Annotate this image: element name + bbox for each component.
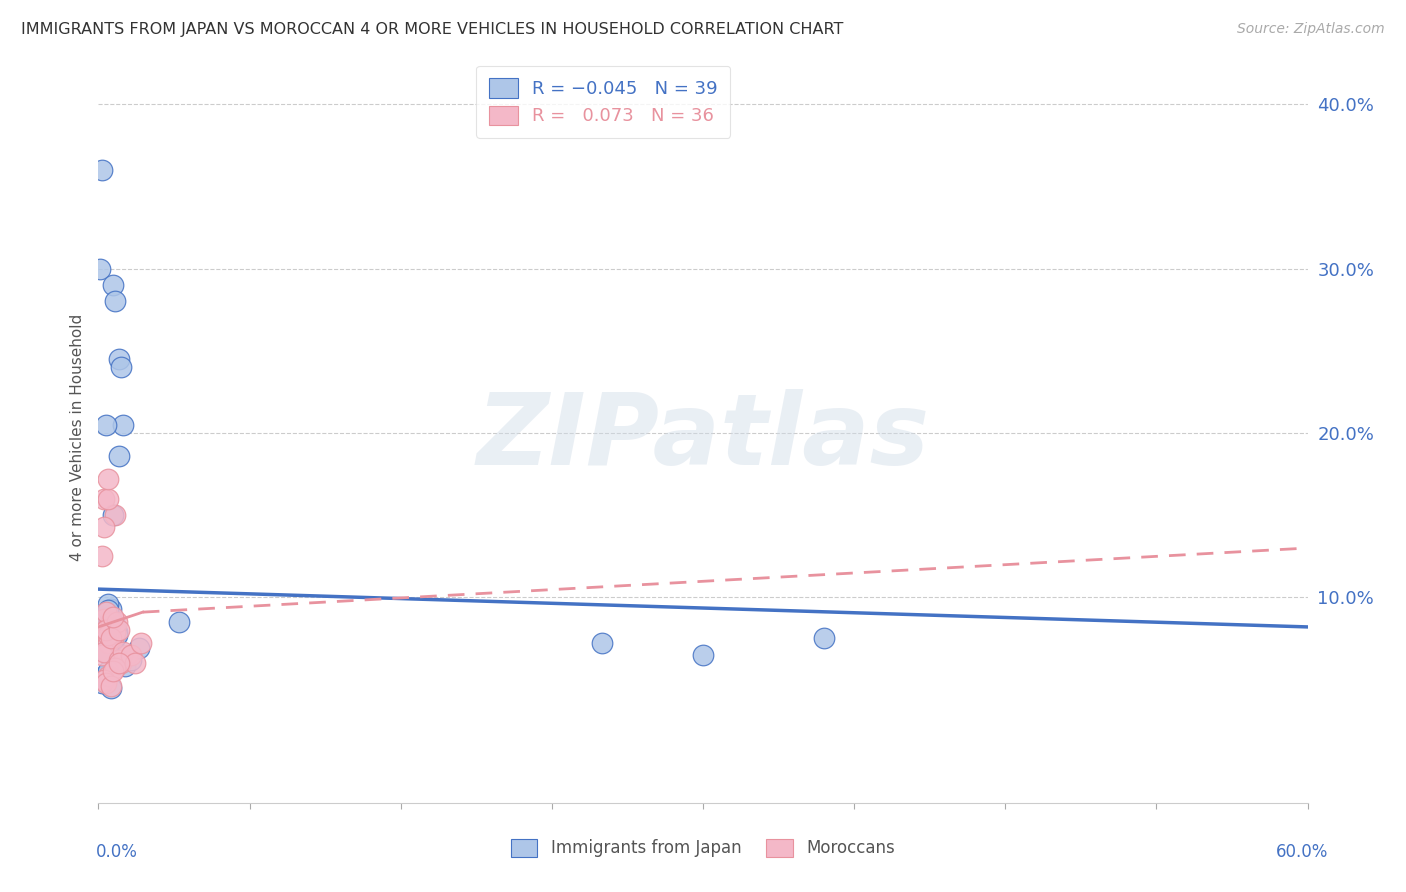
Point (100, 612, 122, 626)
Point (813, 632, 835, 646)
Point (91, 675, 114, 690)
Text: Source: ZipAtlas.com: Source: ZipAtlas.com (1237, 22, 1385, 37)
Point (120, 653, 142, 667)
Point (100, 615, 122, 629)
Point (128, 641, 150, 656)
Point (97, 616, 120, 631)
Point (167, 615, 190, 629)
Point (97, 628, 120, 642)
Point (96, 644, 118, 658)
Point (110, 360, 132, 375)
Point (89, 261, 111, 276)
Point (93, 612, 115, 626)
Point (91, 549, 114, 564)
Point (97, 620, 120, 634)
Point (91, 648, 114, 662)
Point (107, 449, 129, 463)
Point (107, 653, 129, 667)
Point (96, 417, 118, 432)
Point (91, 610, 114, 624)
Point (97, 620, 120, 634)
Point (97, 669, 120, 683)
Y-axis label: 4 or more Vehicles in Household: 4 or more Vehicles in Household (69, 313, 84, 561)
Point (93, 624, 115, 639)
Point (107, 656, 129, 670)
Point (100, 602, 122, 616)
Point (93, 519, 115, 533)
Point (103, 618, 125, 632)
Point (96, 675, 118, 690)
Point (103, 661, 125, 675)
Point (101, 278, 124, 293)
Point (124, 656, 146, 670)
Point (93, 644, 115, 658)
Point (101, 508, 124, 523)
Point (591, 636, 613, 650)
Point (96, 605, 118, 619)
Point (101, 633, 124, 648)
Point (91, 163, 114, 178)
Point (96, 613, 118, 627)
Point (105, 624, 128, 639)
Point (103, 294, 125, 309)
Point (115, 648, 138, 662)
Point (100, 679, 122, 693)
Point (101, 665, 124, 679)
Point (111, 644, 134, 658)
Point (103, 632, 125, 646)
Legend: Immigrants from Japan, Moroccans: Immigrants from Japan, Moroccans (505, 832, 901, 864)
Point (105, 615, 128, 629)
Point (107, 351, 129, 366)
Point (93, 628, 115, 642)
Point (93, 491, 115, 506)
Point (103, 508, 125, 523)
Point (96, 624, 118, 639)
Point (97, 597, 120, 611)
Point (101, 610, 124, 624)
Point (93, 669, 115, 683)
Text: 60.0%: 60.0% (1277, 843, 1329, 861)
Text: ZIPatlas: ZIPatlas (477, 389, 929, 485)
Point (97, 603, 120, 617)
Point (103, 624, 125, 639)
Point (97, 636, 120, 650)
Point (105, 628, 128, 642)
Text: 0.0%: 0.0% (96, 843, 138, 861)
Point (100, 632, 122, 646)
Point (97, 472, 120, 486)
Point (111, 417, 134, 432)
Point (110, 656, 132, 670)
Point (114, 659, 136, 673)
Point (96, 624, 118, 638)
Point (93, 636, 115, 650)
Point (129, 636, 152, 650)
Point (100, 681, 122, 695)
Point (101, 632, 124, 646)
Text: IMMIGRANTS FROM JAPAN VS MOROCCAN 4 OR MORE VEHICLES IN HOUSEHOLD CORRELATION CH: IMMIGRANTS FROM JAPAN VS MOROCCAN 4 OR M… (21, 22, 844, 37)
Point (97, 665, 120, 679)
Point (96, 618, 118, 632)
Point (692, 648, 714, 662)
Point (107, 624, 129, 638)
Point (97, 491, 120, 506)
Point (120, 648, 142, 662)
Point (93, 673, 115, 687)
